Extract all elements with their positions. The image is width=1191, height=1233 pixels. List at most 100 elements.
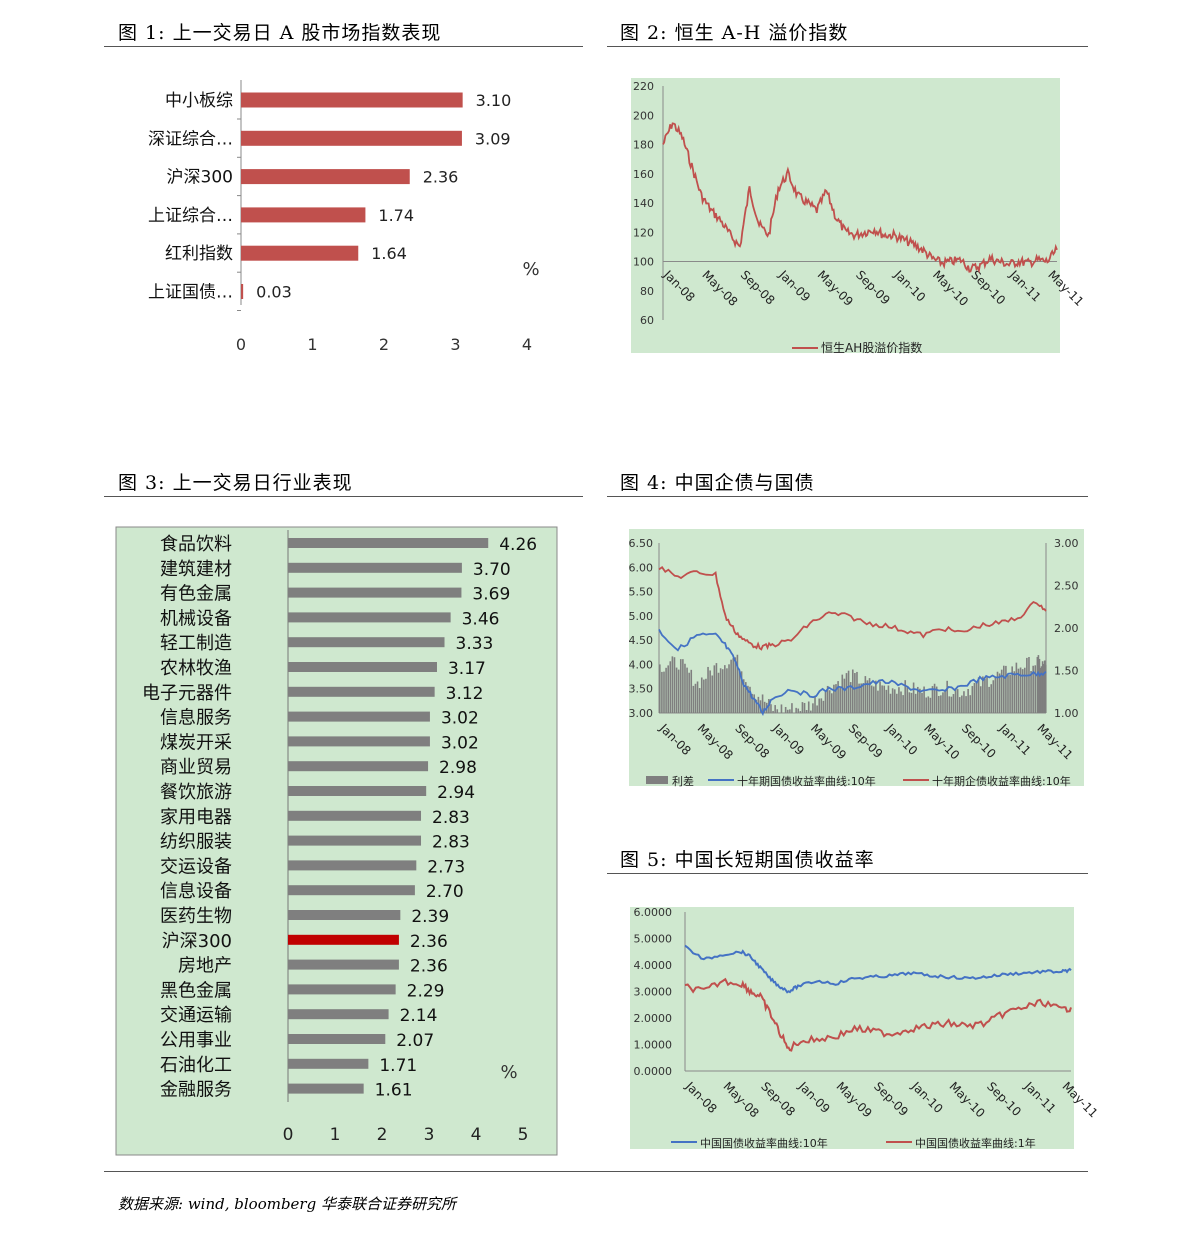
fig4-spread-bar	[659, 664, 661, 713]
fig4-spread-bar	[940, 695, 942, 713]
fig4-spread-bar	[734, 657, 737, 713]
fig4-spread-bar	[810, 710, 812, 713]
fig2-y-tick-label: 60	[640, 314, 654, 327]
fig4-spread-bar	[929, 697, 932, 713]
fig4-spread-bar	[717, 672, 720, 713]
fig4-spread-bar	[881, 685, 883, 713]
fig4-spread-bar	[705, 678, 707, 713]
fig4-spread-bar	[862, 683, 865, 713]
fig4-spread-bar	[770, 704, 772, 713]
fig4-spread-bar	[1037, 655, 1040, 713]
fig4-spread-bar	[724, 665, 726, 713]
fig3-value-label: 2.36	[410, 957, 448, 977]
fig4-spread-bar	[946, 680, 948, 713]
fig3-bar	[288, 860, 417, 871]
fig4-spread-bar	[912, 682, 915, 713]
fig1-category-label: 上证国债…	[148, 283, 233, 303]
fig4-spread-bar	[1034, 665, 1037, 713]
fig3-value-label: 2.83	[432, 833, 470, 853]
fig4-spread-bar	[1040, 666, 1043, 713]
fig3-category-label: 农林牧渔	[160, 658, 232, 679]
fig4-spread-bar	[948, 696, 951, 713]
fig4-left-tick-label: 5.00	[629, 610, 654, 623]
fig4-spread-bar	[893, 689, 896, 713]
fig3-bar	[288, 761, 429, 772]
fig4-spread-bar	[1030, 671, 1032, 713]
fig4-spread-bar	[738, 671, 741, 713]
fig4-spread-bar	[921, 692, 923, 713]
fig4-spread-bar	[730, 659, 732, 713]
fig3-bar	[288, 612, 451, 623]
fig4-spread-bar	[996, 671, 999, 713]
fig4-spread-bar	[883, 685, 886, 713]
fig4-spread-bar	[1039, 667, 1042, 713]
title-rule	[607, 873, 1088, 874]
fig4-right-tick-label: 1.00	[1054, 707, 1079, 720]
fig3-category-label: 建筑建材	[160, 559, 232, 580]
fig4-spread-bar	[763, 701, 766, 713]
fig1-unit-label: %	[522, 259, 539, 280]
fig4-spread-bar	[1026, 657, 1028, 713]
fig3-bar	[288, 736, 430, 747]
fig1-bar	[241, 92, 463, 108]
fig3-category-label: 家用电器	[160, 807, 232, 828]
fig3-category-label: 机械设备	[160, 608, 232, 629]
fig4-spread-bar	[944, 691, 946, 713]
fig3-value-label: 2.14	[400, 1006, 438, 1026]
fig3-category-label: 纺织服装	[160, 832, 232, 853]
fig5-y-tick-label: 3.0000	[634, 986, 673, 999]
fig4-spread-bar	[751, 693, 753, 713]
fig2-y-tick-label: 120	[633, 226, 654, 239]
fig4-spread-bar	[1041, 661, 1044, 713]
fig4-spread-bar	[726, 668, 728, 713]
fig4-right-tick-label: 2.00	[1054, 622, 1079, 635]
fig1-value-label: 2.36	[423, 168, 459, 187]
fig3-bar	[288, 959, 399, 970]
fig1-value-label: 1.74	[378, 206, 414, 225]
fig3-value-label: 2.83	[432, 808, 470, 828]
fig1-value-label: 3.09	[475, 129, 511, 148]
fig1-bar	[241, 130, 462, 146]
fig4-spread-bar	[839, 687, 841, 713]
fig4-spread-bar	[858, 683, 860, 713]
fig4-spread-bar	[847, 670, 850, 713]
fig3-category-label: 有色金属	[160, 584, 232, 605]
fig4-spread-bar	[776, 709, 779, 713]
fig4-spread-bar	[898, 687, 900, 713]
fig4-spread-bar	[684, 663, 686, 713]
title-rule	[607, 496, 1088, 497]
fig4-spread-bar	[721, 669, 724, 713]
fig4-spread-bar	[826, 685, 829, 713]
fig4-spread-bar	[715, 663, 718, 713]
fig4-spread-bar	[801, 702, 804, 713]
fig4-spread-bar	[998, 673, 1001, 713]
fig3-category-label: 医药生物	[160, 906, 232, 927]
fig4-spread-bar	[982, 676, 984, 713]
fig5-legend-label: 中国国债收益率曲线:1年	[915, 1136, 1036, 1150]
fig3-value-label: 3.70	[473, 560, 511, 580]
fig3-value-label: 2.29	[407, 981, 445, 1001]
fig4-spread-bar	[818, 698, 821, 713]
fig3-value-label: 3.69	[472, 585, 510, 605]
fig4-spread-bar	[990, 684, 993, 713]
fig3-bar	[288, 662, 437, 672]
fig3-bar	[288, 637, 445, 648]
fig4-spread-bar	[742, 679, 745, 713]
fig1-bar	[241, 284, 244, 299]
fig3-category-label: 房地产	[178, 956, 232, 977]
fig4-spread-bar	[870, 685, 873, 713]
fig3-category-label: 沪深300	[162, 931, 232, 952]
fig4-spread-bar	[686, 667, 688, 713]
fig3-x-tick-label: 1	[330, 1125, 341, 1145]
fig5-y-tick-label: 4.0000	[634, 959, 673, 972]
fig3-x-tick-label: 4	[471, 1125, 482, 1145]
fig4-spread-bar	[828, 690, 831, 713]
fig4-spread-bar	[961, 695, 963, 713]
fig4-spread-bar	[749, 686, 751, 713]
fig4-spread-bar	[820, 698, 823, 713]
fig4-spread-bar	[910, 692, 913, 713]
fig4-spread-bar	[728, 664, 730, 713]
fig3-category-label: 电子元器件	[142, 683, 232, 704]
fig4-legend-label: 十年期国债收益率曲线:10年	[737, 774, 876, 788]
